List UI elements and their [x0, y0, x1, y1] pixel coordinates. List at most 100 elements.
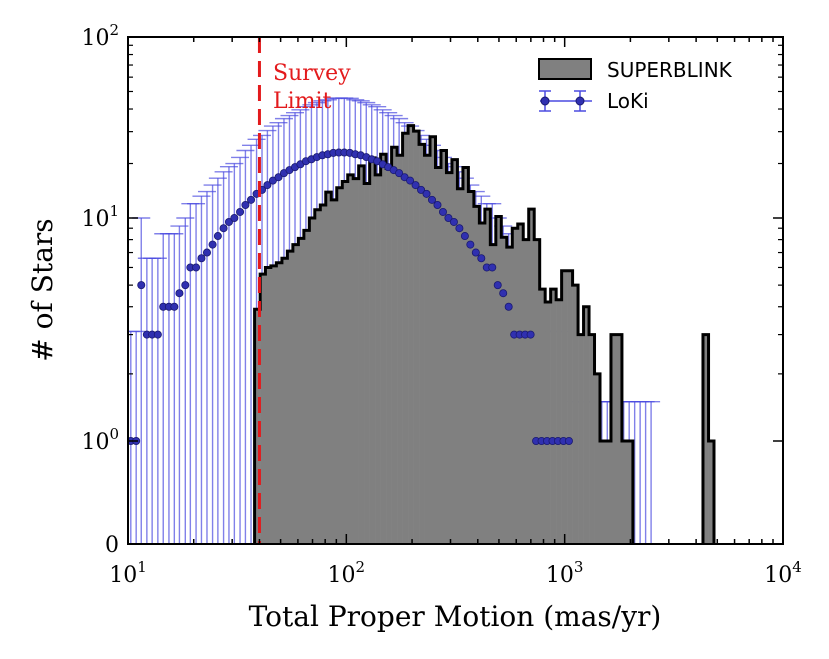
superblink-bar-16 — [342, 181, 349, 544]
y-tick-label-2: 101 — [81, 202, 119, 232]
superblink-bar-19 — [358, 165, 365, 544]
legend-swatch-superblink — [538, 58, 592, 80]
superblink-bar-65 — [610, 334, 617, 544]
superblink-bar-37 — [457, 188, 464, 544]
loki-point-19 — [230, 213, 239, 222]
loki-point-63 — [471, 248, 480, 257]
superblink-bar-1 — [260, 274, 266, 544]
superblink-bar-52 — [539, 289, 546, 544]
survey-limit-label-line2: Limit — [273, 89, 332, 114]
loki-point-67 — [493, 281, 502, 290]
loki-point-16 — [213, 232, 222, 241]
superblink-bar-0 — [254, 309, 261, 544]
superblink-bar-67 — [621, 441, 628, 544]
superblink-bar-69 — [702, 334, 709, 544]
superblink-bar-42 — [484, 209, 491, 544]
superblink-bar-51 — [534, 239, 540, 544]
superblink-bar-13 — [325, 192, 332, 544]
loki-point-61 — [460, 232, 469, 241]
loki-point-25 — [263, 181, 272, 190]
loki-point-54 — [422, 189, 431, 198]
loki-point-59 — [449, 217, 458, 226]
legend-swatch-loki — [539, 90, 592, 112]
superblink-bar-30 — [419, 144, 425, 544]
superblink-bar-36 — [451, 159, 458, 544]
superblink-bar-62 — [594, 373, 601, 544]
loki-point-52 — [411, 181, 420, 190]
superblink-bar-39 — [468, 191, 475, 544]
loki-point-9 — [175, 289, 184, 298]
superblink-bar-11 — [314, 209, 321, 544]
loki-point-14 — [202, 248, 211, 257]
superblink-bar-45 — [501, 237, 508, 544]
superblink-bar-12 — [320, 204, 327, 544]
legend-label-loki: LoKi — [607, 89, 649, 113]
loki-point-13 — [197, 254, 206, 263]
loki-point-57 — [438, 207, 447, 216]
superblink-bar-23 — [380, 154, 387, 544]
superblink-outline — [253, 124, 716, 544]
loki-point-2 — [137, 281, 146, 290]
superblink-bar-46 — [506, 247, 513, 544]
superblink-bar-54 — [550, 289, 557, 544]
loki-point-56 — [433, 200, 442, 209]
superblink-bar-21 — [369, 157, 376, 544]
superblink-bar-43 — [490, 244, 497, 544]
superblink-bar-4 — [276, 262, 283, 544]
superblink-bar-17 — [347, 174, 354, 544]
superblink-histogram — [253, 124, 716, 544]
superblink-bar-10 — [309, 218, 316, 544]
axis-tick-labels: 101 102 103 104 0 100 101 102 — [81, 21, 801, 588]
superblink-bar-58 — [572, 285, 579, 544]
superblink-bar-14 — [331, 199, 338, 544]
y-tick-label-0: 0 — [105, 533, 119, 558]
superblink-bar-2 — [265, 267, 272, 544]
legend-label-superblink: SUPERBLINK — [607, 58, 733, 82]
superblink-bar-20 — [364, 183, 370, 544]
superblink-bar-25 — [391, 147, 398, 544]
superblink-bar-56 — [561, 270, 568, 544]
superblink-bar-15 — [336, 187, 343, 544]
loki-point-10 — [181, 281, 190, 290]
loki-point-12 — [192, 263, 201, 272]
loki-point-21 — [241, 200, 250, 209]
superblink-bar-47 — [512, 228, 519, 544]
superblink-bar-68 — [627, 441, 634, 544]
survey-limit-label-line1: Survey — [273, 61, 351, 86]
superblink-bar-31 — [424, 155, 431, 544]
loki-point-51 — [406, 176, 415, 185]
superblink-bar-3 — [270, 265, 277, 544]
loki-point-17 — [219, 224, 228, 233]
loki-point-58 — [444, 213, 453, 222]
loki-point-73 — [526, 330, 535, 339]
superblink-bar-70 — [708, 441, 715, 544]
plot-frame — [127, 36, 784, 545]
loki-point-80 — [564, 436, 573, 445]
loki-point-20 — [236, 207, 245, 216]
x-tick-label-2: 103 — [546, 558, 584, 588]
superblink-bar-6 — [287, 251, 294, 544]
superblink-bar-24 — [386, 168, 392, 544]
loki-point-62 — [466, 240, 475, 249]
superblink-bar-7 — [292, 244, 299, 544]
superblink-bar-9 — [303, 230, 310, 544]
x-tick-label-0: 101 — [109, 558, 147, 588]
superblink-bar-40 — [473, 206, 480, 544]
superblink-bar-64 — [605, 441, 612, 544]
y-axis-title: # of Stars — [26, 218, 59, 361]
loki-point-68 — [499, 289, 508, 298]
superblink-bar-35 — [446, 172, 453, 544]
superblink-bar-29 — [413, 131, 420, 544]
loki-point-15 — [208, 240, 217, 249]
superblink-bar-61 — [589, 334, 595, 544]
superblink-bar-59 — [578, 334, 584, 544]
superblink-bar-33 — [435, 167, 442, 544]
superblink-bar-44 — [495, 216, 502, 544]
loki-point-66 — [488, 263, 497, 272]
superblink-bar-66 — [616, 334, 623, 544]
x-axis-title: Total Proper Motion (mas/yr) — [249, 600, 662, 633]
loki-point-49 — [395, 169, 404, 178]
superblink-bar-5 — [281, 258, 288, 544]
loki-point-55 — [427, 195, 436, 204]
loki-point-8 — [170, 302, 179, 311]
